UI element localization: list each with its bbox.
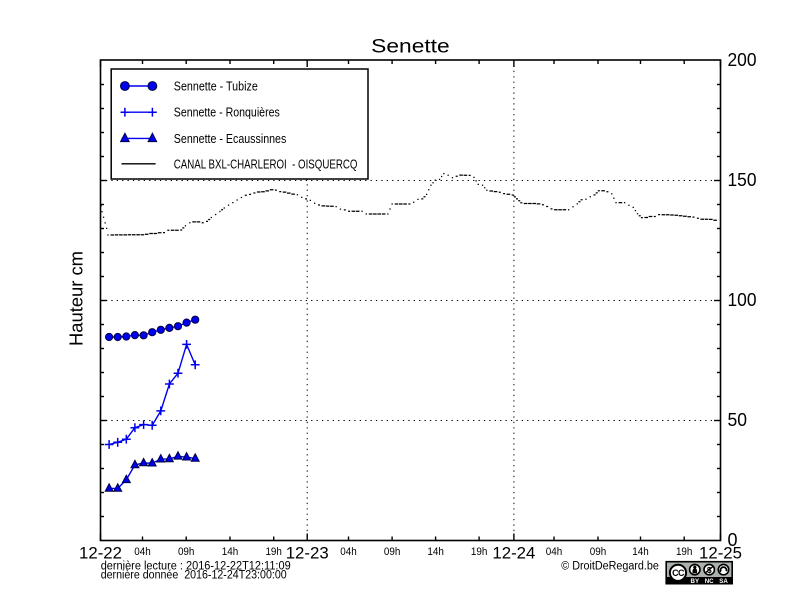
svg-text:12-22: 12-22 [79, 544, 122, 563]
svg-text:50: 50 [728, 410, 748, 430]
svg-text:Sennette - Ecaussinnes: Sennette - Ecaussinnes [174, 132, 286, 146]
svg-text:100: 100 [728, 290, 757, 310]
svg-text:© DroitDeRegard.be: © DroitDeRegard.be [561, 560, 659, 572]
svg-text:NC: NC [705, 578, 714, 585]
svg-text:19h: 19h [265, 546, 282, 558]
svg-text:Hauteur cm: Hauteur cm [67, 251, 87, 346]
svg-text:dernière lecture : 2016-12-22T: dernière lecture : 2016-12-22T12:11:09 [101, 560, 291, 572]
svg-text:09h: 09h [384, 546, 401, 558]
svg-text:BY: BY [690, 578, 699, 585]
svg-text:SA: SA [719, 578, 728, 585]
svg-text:12-24: 12-24 [492, 544, 535, 563]
svg-text:14h: 14h [222, 546, 239, 558]
svg-text:09h: 09h [590, 546, 607, 558]
svg-text:14h: 14h [427, 546, 444, 558]
svg-text:19h: 19h [471, 546, 488, 558]
svg-text:dernière donnée 2016-12-24T23: dernière donnée 2016-12-24T23:00:00 [101, 569, 287, 581]
svg-text:12-25: 12-25 [699, 544, 742, 563]
svg-text:150: 150 [728, 170, 757, 190]
svg-text:Sennette - Tubize: Sennette - Tubize [174, 80, 258, 94]
svg-text:0: 0 [728, 530, 738, 550]
svg-text:Senette: Senette [371, 36, 450, 58]
svg-text:04h: 04h [546, 546, 563, 558]
svg-text:200: 200 [728, 50, 757, 70]
svg-text:14h: 14h [632, 546, 649, 558]
svg-text:Sennette - Ronquières: Sennette - Ronquières [174, 106, 280, 120]
svg-text:04h: 04h [134, 546, 151, 558]
svg-text:CANAL BXL-CHARLEROI - OISQUER: CANAL BXL-CHARLEROI - OISQUERCQ [174, 158, 358, 172]
svg-text:19h: 19h [676, 546, 693, 558]
svg-text:09h: 09h [178, 546, 195, 558]
svg-text:CC: CC [672, 568, 685, 578]
svg-text:04h: 04h [340, 546, 357, 558]
svg-text:12-23: 12-23 [286, 544, 329, 563]
